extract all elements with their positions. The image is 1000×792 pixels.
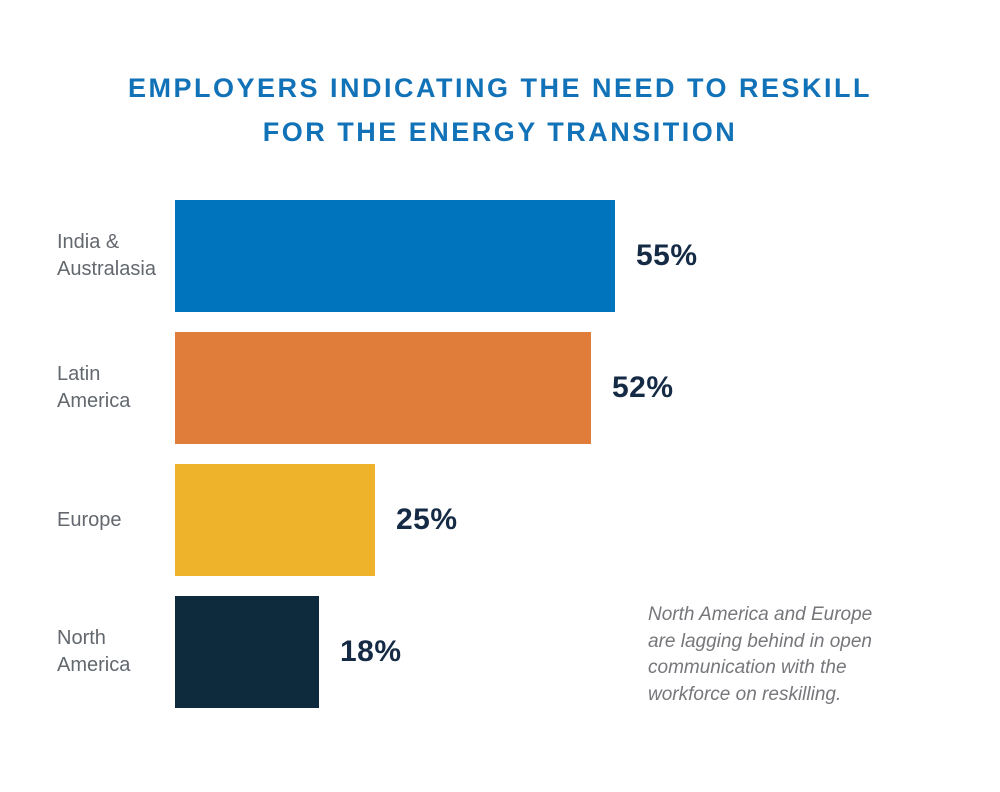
value-label-latin-america: 52% <box>612 371 674 404</box>
bar-rows: India & Australasia 55% Latin America 52… <box>0 200 1000 728</box>
bar-row-north-america: North America 18% <box>0 596 1000 708</box>
category-label-europe: Europe <box>57 508 122 531</box>
bar-row-europe: Europe 25% <box>0 464 1000 576</box>
bar-row-latin-america: Latin America 52% <box>0 332 1000 444</box>
bar-india-australasia <box>175 200 615 312</box>
bar-latin-america <box>175 332 591 444</box>
category-label-north-america: North America <box>57 627 131 676</box>
category-label-latin-america: Latin America <box>57 363 131 412</box>
category-label-india-australasia: India & Australasia <box>57 231 156 280</box>
bar-north-america <box>175 596 319 708</box>
chart-title-line-1: EMPLOYERS INDICATING THE NEED TO RESKILL <box>127 73 873 103</box>
value-label-europe: 25% <box>396 503 458 536</box>
bar-row-india-australasia: India & Australasia 55% <box>0 200 1000 312</box>
value-label-north-america: 18% <box>340 635 402 668</box>
annotation-note: North America and Europe are lagging beh… <box>648 604 873 705</box>
bar-europe <box>175 464 375 576</box>
value-label-india-australasia: 55% <box>636 239 698 272</box>
chart-title: EMPLOYERS INDICATING THE NEED TO RESKILL… <box>0 0 1000 154</box>
chart-title-line-2: FOR THE ENERGY TRANSITION <box>262 117 738 147</box>
